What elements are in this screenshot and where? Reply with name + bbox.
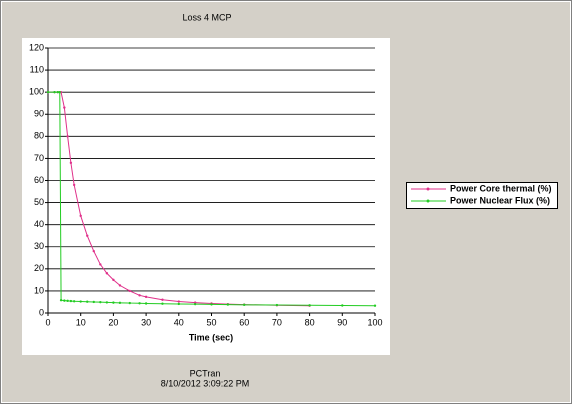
data-point [105, 301, 109, 304]
data-point [86, 234, 89, 237]
x-tick-label: 20 [108, 317, 118, 327]
legend-label: Power Nuclear Flux (%) [450, 195, 550, 205]
data-point [63, 299, 66, 302]
y-tick-label: 40 [34, 219, 44, 229]
legend-marker [426, 187, 430, 191]
data-point [46, 90, 50, 94]
data-point [118, 284, 122, 287]
x-tick-label: 70 [272, 317, 282, 327]
data-point [161, 298, 164, 301]
y-tick-label: 90 [34, 109, 44, 119]
data-point [79, 300, 82, 303]
y-tick-label: 80 [34, 131, 44, 141]
data-point [308, 304, 311, 307]
data-point [226, 303, 230, 306]
data-point [177, 300, 180, 303]
x-tick-label: 30 [141, 317, 151, 327]
data-point [243, 303, 246, 307]
data-point [144, 295, 148, 299]
data-point [92, 300, 95, 304]
x-tick-label: 80 [305, 317, 315, 327]
x-axis-label: Time (sec) [189, 332, 233, 342]
x-tick-label: 0 [45, 317, 50, 327]
data-point [63, 106, 66, 109]
data-point [69, 299, 73, 303]
data-point [275, 303, 279, 307]
data-point [112, 278, 115, 282]
data-point [92, 249, 95, 253]
footer-timestamp: 8/10/2012 3:09:22 PM [161, 378, 250, 388]
data-point [138, 302, 141, 305]
data-point [112, 301, 115, 304]
y-tick-label: 0 [39, 307, 44, 317]
data-point [105, 272, 109, 275]
data-point [86, 300, 89, 303]
y-tick-label: 10 [34, 285, 44, 295]
data-point [58, 90, 61, 94]
x-tick-label: 60 [239, 317, 249, 327]
footer-app: PCTran [190, 368, 221, 378]
data-point [99, 263, 102, 266]
data-point [128, 301, 131, 305]
data-point [79, 214, 82, 218]
data-point [118, 301, 122, 305]
x-tick-label: 90 [337, 317, 347, 327]
data-point [53, 90, 56, 94]
chart-title: Loss 4 MCP [182, 12, 231, 22]
y-tick-label: 60 [34, 175, 44, 185]
legend-label: Power Core thermal (%) [450, 183, 552, 193]
y-tick-label: 20 [34, 263, 44, 273]
data-point [177, 302, 180, 306]
data-point [72, 183, 76, 187]
data-point [66, 299, 69, 303]
data-point [99, 300, 102, 304]
y-tick-label: 50 [34, 197, 44, 207]
y-tick-label: 70 [34, 153, 44, 163]
data-point [144, 302, 148, 305]
y-tick-label: 110 [30, 64, 44, 74]
x-tick-label: 50 [206, 317, 216, 327]
x-tick-label: 100 [367, 317, 382, 327]
data-point [59, 298, 63, 302]
y-tick-label: 120 [29, 42, 44, 52]
chart-panel [22, 38, 390, 355]
data-point [69, 161, 73, 165]
data-point [128, 289, 131, 293]
data-point [210, 303, 213, 306]
data-point [138, 294, 141, 297]
data-point [66, 135, 69, 138]
x-tick-label: 10 [76, 317, 86, 327]
data-point [161, 302, 164, 305]
x-tick-label: 40 [174, 317, 184, 327]
data-point [341, 304, 344, 307]
data-point [373, 304, 377, 307]
data-point [56, 90, 60, 94]
data-point [72, 300, 76, 303]
y-tick-label: 30 [34, 241, 44, 251]
data-point [193, 302, 197, 306]
legend [406, 182, 558, 209]
legend-marker [426, 199, 430, 203]
y-tick-label: 100 [29, 87, 44, 97]
